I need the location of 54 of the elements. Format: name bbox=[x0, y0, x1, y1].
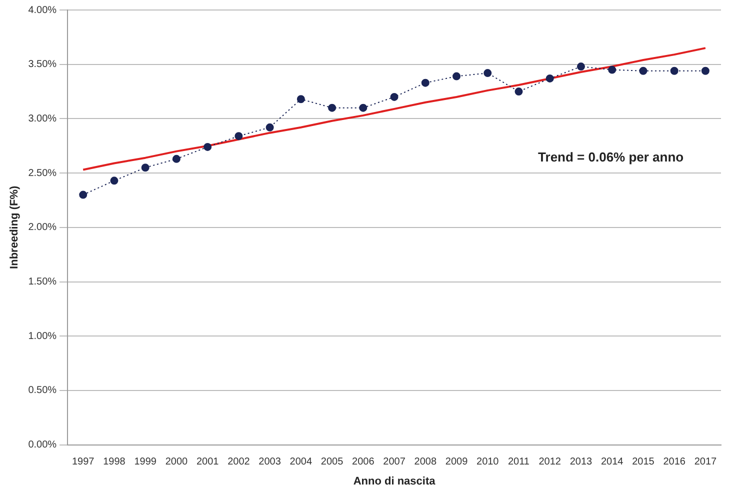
point bbox=[608, 66, 616, 74]
point bbox=[390, 92, 398, 101]
y-tick-label: 0.50% bbox=[28, 385, 57, 396]
point bbox=[204, 142, 212, 151]
point bbox=[421, 78, 430, 87]
x-axis-title: Anno di nascita bbox=[353, 475, 436, 488]
point bbox=[670, 66, 678, 75]
y-tick-label: 3.00% bbox=[28, 113, 57, 124]
x-tick-label: 1998 bbox=[103, 456, 126, 468]
point bbox=[514, 88, 523, 96]
x-tick-label: 2000 bbox=[165, 456, 188, 468]
point bbox=[484, 69, 492, 78]
x-tick-label: 2004 bbox=[290, 456, 312, 468]
x-tick-label: 2017 bbox=[694, 456, 717, 468]
x-tick-label: 2016 bbox=[663, 456, 686, 468]
y-tick-label: 0.00% bbox=[28, 440, 57, 451]
x-tick-label: 2013 bbox=[570, 456, 593, 468]
y-axis-title: Inbreeding (F%) bbox=[8, 186, 21, 269]
x-tick-label: 2006 bbox=[352, 456, 375, 468]
point bbox=[79, 190, 88, 199]
x-tick-label: 2001 bbox=[196, 456, 220, 468]
y-tick-label: 4.00% bbox=[28, 4, 57, 16]
point bbox=[234, 132, 243, 140]
x-tick-label: 2010 bbox=[476, 456, 500, 468]
point bbox=[110, 176, 118, 185]
point bbox=[172, 154, 180, 163]
point bbox=[141, 164, 150, 172]
y-tick-label: 3.50% bbox=[28, 59, 57, 70]
x-tick-label: 2009 bbox=[445, 456, 468, 468]
x-tick-label: 2012 bbox=[538, 456, 562, 468]
x-tick-label: 2011 bbox=[508, 456, 530, 468]
x-tick-label: 2015 bbox=[632, 456, 655, 468]
x-tick-label: 1999 bbox=[134, 456, 157, 468]
point bbox=[452, 72, 461, 80]
x-tick-label: 2008 bbox=[414, 456, 437, 468]
point bbox=[639, 66, 648, 75]
x-tick-label: 2002 bbox=[228, 456, 250, 468]
x-tick-label: 2005 bbox=[320, 456, 344, 468]
x-tick-label: 2007 bbox=[383, 456, 406, 468]
point bbox=[296, 95, 305, 104]
point bbox=[701, 66, 710, 75]
point bbox=[546, 74, 554, 82]
y-tick-label: 2.50% bbox=[28, 168, 57, 179]
y-tick-label: 2.00% bbox=[28, 222, 57, 234]
y-tick-label: 1.00% bbox=[28, 330, 57, 342]
point bbox=[576, 62, 585, 71]
point bbox=[359, 104, 368, 112]
x-tick-label: 2014 bbox=[600, 456, 624, 468]
annotation: Trend = 0.06% per anno bbox=[538, 149, 684, 164]
point bbox=[266, 123, 274, 132]
x-tick-label: 2003 bbox=[258, 456, 282, 468]
x-tick-label: 1997 bbox=[72, 456, 95, 468]
point bbox=[328, 104, 336, 112]
y-tick-label: 1.50% bbox=[28, 276, 57, 288]
